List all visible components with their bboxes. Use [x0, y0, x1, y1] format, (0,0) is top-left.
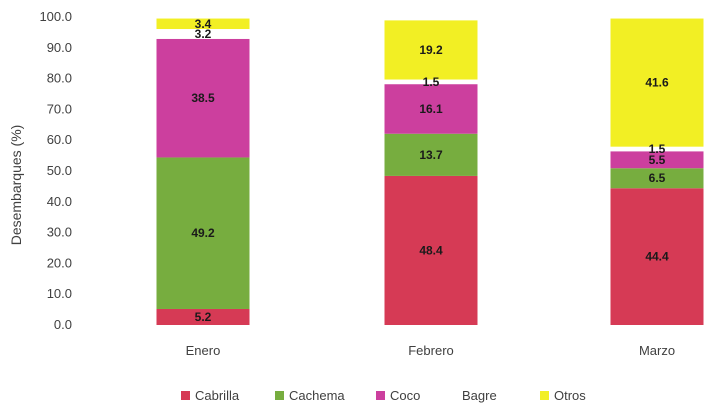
- y-tick-label: 20.0: [47, 255, 72, 270]
- bar-segment-cachema: [156, 157, 250, 309]
- y-tick-labels: 0.0 10.0 20.0 30.0 40.0 50.0 60.0 70.0 80.0 90.0 1…: [39, 9, 72, 332]
- data-label-cabrilla: 48.4: [419, 243, 443, 257]
- data-label-otros: 41.6: [645, 76, 669, 90]
- y-tick-label: 60.0: [47, 132, 72, 147]
- data-label-otros: 19.2: [419, 43, 443, 57]
- y-tick-label: 40.0: [47, 194, 72, 209]
- data-label-cachema: 13.7: [419, 148, 443, 162]
- bar-segment-cachema: [610, 168, 704, 189]
- y-tick-label: 0.0: [54, 317, 72, 332]
- legend-label-bagre: Bagre: [462, 388, 497, 403]
- bar-segment-bagre: [156, 29, 250, 39]
- data-label-bagre: 1.5: [649, 142, 666, 156]
- y-tick-label: 50.0: [47, 163, 72, 178]
- data-label-coco: 38.5: [191, 91, 215, 105]
- bar-segment-cabrilla: [156, 308, 250, 325]
- x-category-label: Marzo: [639, 343, 675, 358]
- bar-segment-otros: [156, 18, 250, 30]
- category-labels: Enero Febrero Marzo: [186, 343, 675, 358]
- legend-label-otros: Otros: [554, 388, 586, 403]
- bar-segment-otros: [384, 20, 478, 80]
- bar-segment-bagre: [384, 79, 478, 85]
- data-label-bagre: 3.2: [195, 27, 212, 41]
- bar-segment-cabrilla: [610, 188, 704, 325]
- legend-swatch-coco: [376, 391, 385, 400]
- data-labels: 5.2 49.2 38.5 3.23.4 48.4 13.7 16.1 1.5 19.2 44.4…: [191, 17, 669, 324]
- y-tick-label: 70.0: [47, 101, 72, 116]
- x-category-label: Enero: [186, 343, 221, 358]
- y-tick-label: 10.0: [47, 286, 72, 301]
- data-label-coco: 16.1: [419, 102, 443, 116]
- data-label-otros: 3.4: [195, 17, 212, 31]
- bar-segment-coco: [156, 38, 250, 158]
- legend: Cabrilla Cachema Coco Bagre Otros: [181, 388, 586, 403]
- data-label-coco: 5.5: [649, 153, 666, 167]
- legend-label-coco: Coco: [390, 388, 420, 403]
- y-tick-label: 80.0: [47, 71, 72, 86]
- y-tick-label: 100.0: [39, 9, 72, 24]
- data-label-cachema: 49.2: [191, 226, 215, 240]
- bar-segment-coco: [384, 84, 478, 134]
- y-axis-title: Desembarques (%): [8, 125, 24, 246]
- bar-segment-cachema: [384, 133, 478, 176]
- bar-segment-cabrilla: [384, 175, 478, 325]
- bars: [156, 18, 704, 325]
- data-label-cabrilla: 5.2: [195, 310, 212, 324]
- legend-swatch-bagre: [448, 391, 457, 400]
- data-label-cachema: 6.5: [649, 171, 666, 185]
- y-tick-label: 30.0: [47, 225, 72, 240]
- legend-swatch-cachema: [275, 391, 284, 400]
- x-category-label: Febrero: [408, 343, 454, 358]
- legend-swatch-cabrilla: [181, 391, 190, 400]
- bar-segment-otros: [610, 18, 704, 147]
- legend-label-cabrilla: Cabrilla: [195, 388, 240, 403]
- y-tick-label: 90.0: [47, 40, 72, 55]
- data-label-bagre: 1.5: [423, 75, 440, 89]
- legend-label-cachema: Cachema: [289, 388, 345, 403]
- bar-segment-bagre: [610, 146, 704, 152]
- bar-segment-coco: [610, 151, 704, 169]
- legend-swatch-otros: [540, 391, 549, 400]
- data-label-cabrilla: 44.4: [645, 250, 669, 264]
